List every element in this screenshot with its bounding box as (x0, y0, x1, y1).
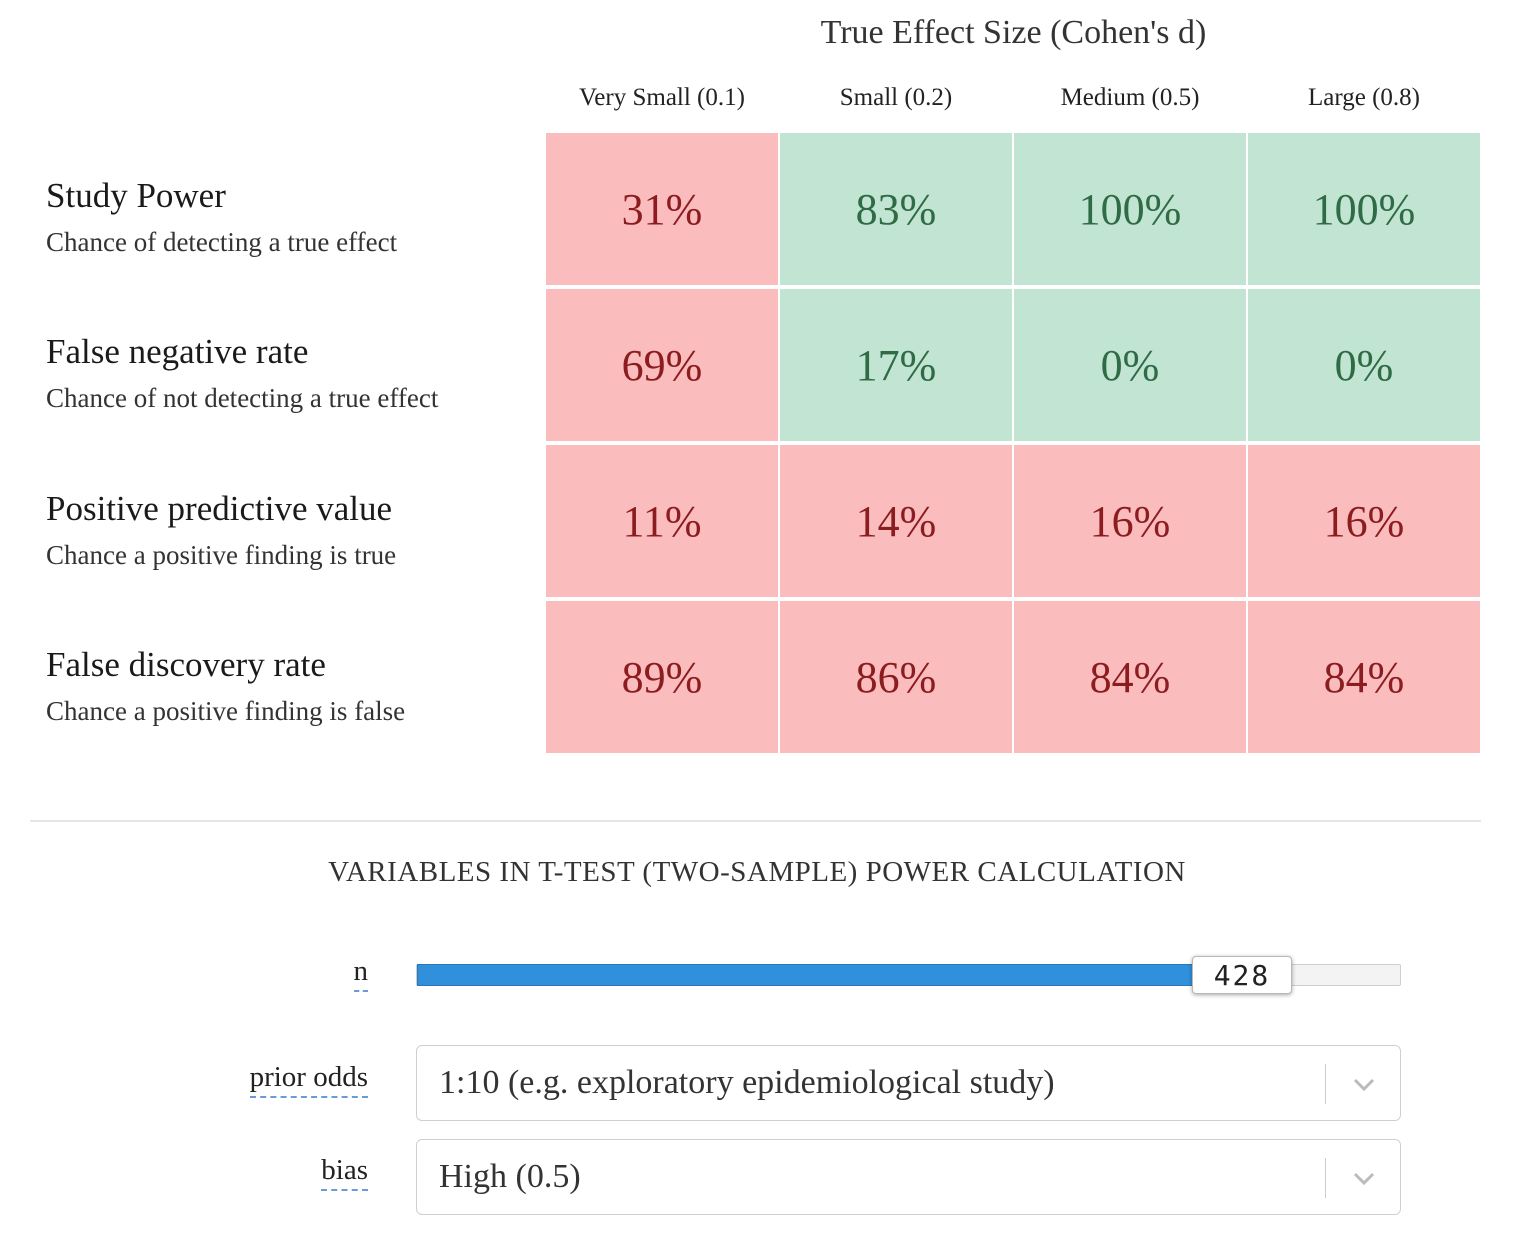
row-label: Study Power Chance of detecting a true ef… (46, 178, 397, 256)
row-subtitle: Chance a positive finding is false (46, 696, 406, 726)
grid-cell: 100% (1248, 133, 1480, 285)
grid-cell: 0% (1248, 289, 1480, 441)
chevron-down-icon[interactable] (1350, 1070, 1378, 1098)
prior-odds-label: prior odds (249, 1061, 368, 1098)
grid-cell: 100% (1014, 133, 1246, 285)
grid-cell: 69% (546, 289, 778, 441)
grid-cell: 84% (1248, 601, 1480, 753)
grid-cell: 89% (546, 601, 778, 753)
select-separator (1325, 1064, 1326, 1104)
column-header: Large (0.8) (1308, 84, 1420, 111)
row-label: Positive predictive value Chance a positi… (46, 491, 396, 569)
row-label: False negative rate Chance of not detecti… (46, 334, 438, 412)
row-title: Study Power (46, 176, 226, 215)
grid-cell: 17% (780, 289, 1012, 441)
prior-odds-select[interactable]: 1:10 (e.g. exploratory epidemiological s… (416, 1045, 1401, 1121)
column-header: Very Small (0.1) (579, 84, 745, 111)
grid-cell: 31% (546, 133, 778, 285)
select-separator (1325, 1158, 1326, 1198)
bias-select[interactable]: High (0.5) (416, 1139, 1401, 1215)
grid-cell: 16% (1248, 445, 1480, 597)
row-title: False discovery rate (46, 645, 326, 684)
column-header: Small (0.2) (839, 84, 953, 111)
divider (30, 820, 1481, 822)
prior-odds-value: 1:10 (e.g. exploratory epidemiological s… (439, 1064, 1055, 1101)
bias-value: High (0.5) (439, 1158, 581, 1195)
variables-title: VARIABLES IN T-TEST (TWO-SAMPLE) POWER C… (328, 856, 1186, 888)
grid-cell: 0% (1014, 289, 1246, 441)
grid-cell: 16% (1014, 445, 1246, 597)
row-title: False negative rate (46, 332, 309, 371)
chevron-down-icon[interactable] (1350, 1164, 1378, 1192)
effect-size-title: True Effect Size (Cohen's d) (820, 14, 1207, 51)
grid-cell: 86% (780, 601, 1012, 753)
n-slider-track[interactable] (416, 964, 1401, 986)
bias-label: bias (321, 1154, 368, 1191)
n-slider-fill (417, 964, 1195, 986)
n-slider-handle[interactable]: 428 (1192, 956, 1292, 994)
column-header: Medium (0.5) (1060, 84, 1200, 111)
row-label: False discovery rate Chance a positive fi… (46, 647, 405, 725)
grid-cell: 11% (546, 445, 778, 597)
grid-cell: 14% (780, 445, 1012, 597)
row-title: Positive predictive value (46, 489, 393, 528)
grid-cell: 84% (1014, 601, 1246, 753)
grid-cell: 83% (780, 133, 1012, 285)
row-subtitle: Chance of detecting a true effect (46, 227, 398, 257)
row-subtitle: Chance of not detecting a true effect (46, 383, 439, 413)
row-subtitle: Chance a positive finding is true (46, 540, 397, 570)
n-label: n (353, 955, 368, 992)
